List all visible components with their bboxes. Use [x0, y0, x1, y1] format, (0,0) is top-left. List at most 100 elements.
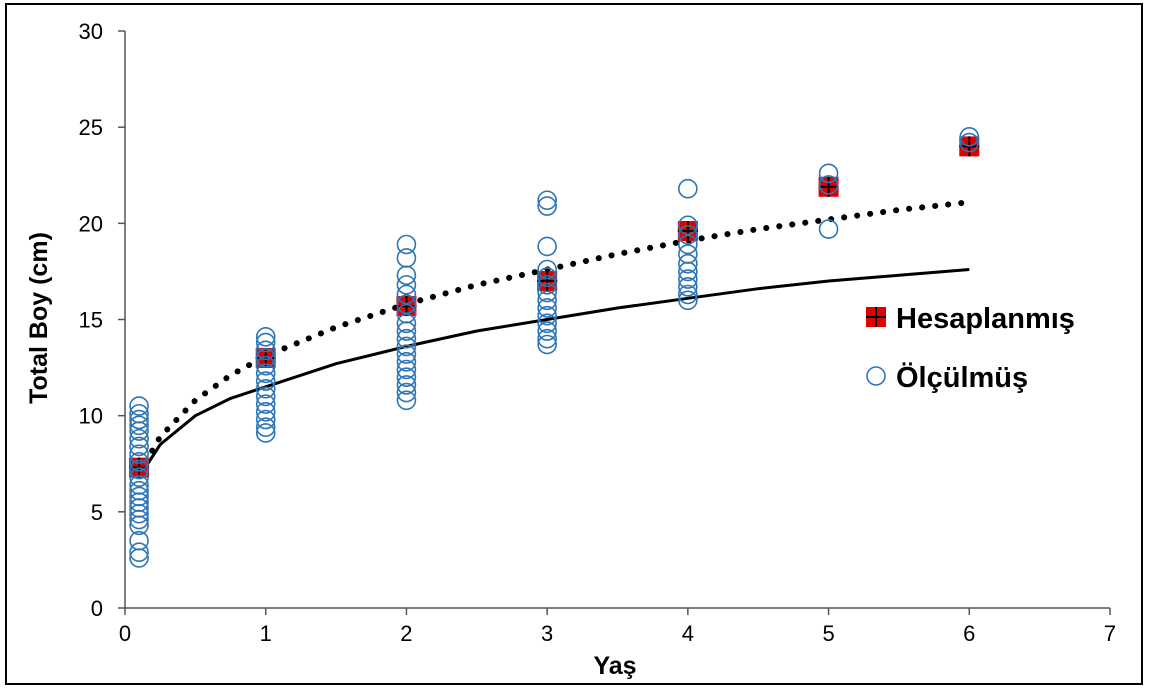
- olculmus-point: [537, 259, 557, 280]
- olculmus-point: [396, 294, 417, 314]
- olculmus-point: [537, 275, 557, 295]
- y-axis-title: Total Boy (cm): [25, 232, 53, 404]
- y-tick-label: 25: [79, 115, 103, 140]
- olculmus-point: [396, 336, 417, 357]
- olculmus-point: [959, 126, 980, 147]
- olculmus-point: [396, 328, 417, 349]
- x-tick-label: 7: [1104, 621, 1116, 646]
- olculmus-point: [396, 313, 417, 334]
- olculmus-point: [537, 267, 557, 287]
- axes: 0 1 2 3 4 5 6 7 0 5 10 15 20 25 30: [79, 19, 1117, 646]
- olculmus-point: [255, 417, 276, 438]
- olculmus-point: [255, 423, 276, 443]
- olculmus-point: [396, 352, 417, 372]
- olculmus-point: [129, 428, 149, 449]
- olculmus-point: [129, 403, 149, 424]
- olculmus-point: [537, 190, 557, 211]
- olculmus-point: [537, 321, 557, 341]
- olculmus-point: [537, 298, 557, 318]
- olculmus-point: [396, 359, 417, 380]
- olculmus-point: [537, 282, 557, 303]
- olculmus-point: [255, 371, 276, 391]
- olculmus-point: [129, 444, 149, 464]
- olculmus-point: [678, 253, 698, 274]
- olculmus-point: [396, 382, 417, 403]
- olculmus-point: [255, 355, 276, 376]
- olculmus-point: [537, 334, 557, 355]
- olculmus-point: [678, 225, 698, 245]
- olculmus-point: [959, 132, 980, 153]
- points: [129, 126, 980, 568]
- x-tick-label: 5: [822, 621, 834, 646]
- olculmus-point: [129, 480, 149, 501]
- olculmus-point: [396, 275, 417, 295]
- legend-marker-hesaplanmis: [866, 307, 886, 327]
- olculmus-point: [396, 284, 417, 305]
- legend-item-olculmus: Ölçülmüş: [866, 361, 1028, 394]
- olculmus-point: [678, 244, 698, 264]
- olculmus-point: [255, 402, 276, 422]
- x-tick-label: 4: [682, 621, 694, 646]
- curves: [136, 199, 973, 479]
- olculmus-point: [396, 367, 417, 388]
- olculmus-point: [396, 390, 417, 411]
- olculmus-point: [678, 234, 698, 255]
- fitted-curve-dotted: [136, 199, 973, 477]
- olculmus-point: [678, 277, 698, 297]
- olculmus-point: [678, 284, 698, 305]
- olculmus-point: [818, 175, 839, 195]
- olculmus-point: [818, 163, 839, 184]
- olculmus-point: [396, 234, 417, 255]
- y-tick-label: 0: [91, 596, 103, 621]
- olculmus-point: [129, 415, 149, 436]
- olculmus-point: [818, 219, 839, 239]
- x-tick-label: 1: [260, 621, 272, 646]
- legend-label-hesaplanmis: Hesaplanmış: [896, 303, 1075, 335]
- olculmus-point: [129, 467, 149, 488]
- olculmus-point: [129, 436, 149, 457]
- olculmus-point: [129, 486, 149, 507]
- olculmus-point: [537, 196, 557, 216]
- olculmus-point: [678, 178, 698, 199]
- olculmus-point: [129, 409, 149, 430]
- legend-item-hesaplanmis: Hesaplanmış: [866, 303, 1075, 335]
- olculmus-point: [396, 248, 417, 268]
- x-tick-label: 0: [119, 621, 131, 646]
- olculmus-point: [537, 305, 557, 326]
- olculmus-point: [678, 290, 698, 311]
- olculmus-point: [255, 386, 276, 407]
- x-tick-label: 3: [541, 621, 553, 646]
- x-tick-label: 2: [400, 621, 412, 646]
- y-tick-label: 30: [79, 19, 103, 44]
- olculmus-point: [129, 459, 149, 480]
- olculmus-point: [255, 378, 276, 399]
- legend: Hesaplanmış Ölçülmüş: [866, 303, 1075, 394]
- fitted-curve-solid: [137, 268, 970, 479]
- legend-square-marker: [866, 307, 886, 327]
- chart-frame: [5, 3, 1143, 685]
- olculmus-point: [396, 344, 417, 364]
- olculmus-point: [255, 394, 276, 414]
- x-tick-label: 6: [963, 621, 975, 646]
- olculmus-point: [255, 340, 276, 361]
- olculmus-point: [396, 303, 417, 324]
- olculmus-point: [129, 452, 149, 472]
- olculmus-point: [129, 475, 149, 495]
- olculmus-point: [129, 396, 149, 416]
- olculmus-point: [255, 409, 276, 430]
- y-tick-label: 15: [79, 308, 103, 333]
- olculmus-point: [255, 348, 276, 368]
- olculmus-point: [678, 269, 698, 289]
- olculmus-point: [537, 236, 557, 257]
- olculmus-point: [255, 363, 276, 384]
- olculmus-point: [537, 313, 557, 334]
- legend-label-olculmus: Ölçülmüş: [896, 361, 1028, 394]
- olculmus-point: [255, 332, 276, 353]
- olculmus-point: [537, 328, 557, 349]
- olculmus-point: [396, 375, 417, 395]
- olculmus-point: [678, 215, 698, 236]
- olculmus-point: [255, 327, 276, 347]
- olculmus-point: [129, 530, 149, 551]
- legend-circle-marker: [866, 366, 886, 386]
